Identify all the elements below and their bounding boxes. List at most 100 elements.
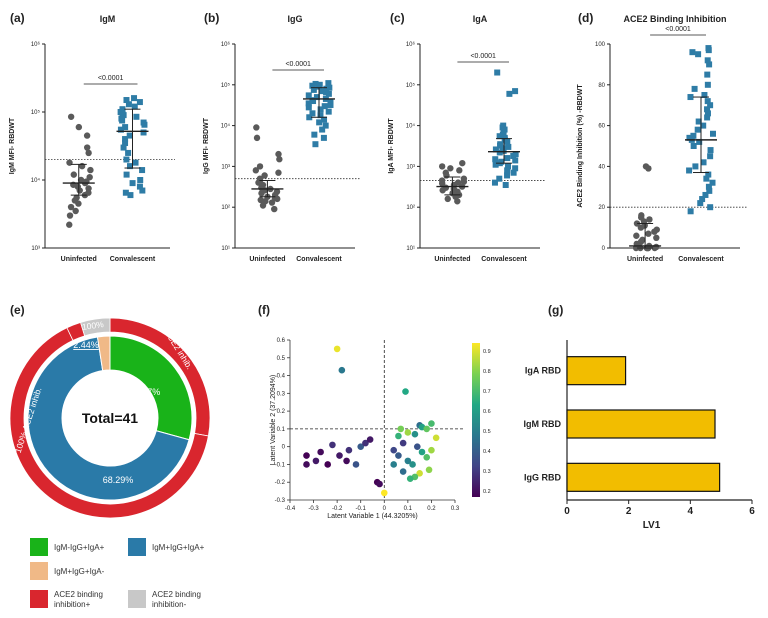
chart-title: IgM [100,14,116,24]
data-point [504,138,511,145]
data-point [700,122,707,129]
scatter-point [312,457,320,465]
scatter-point [399,468,407,475]
slice-label: 2.44% [73,340,99,350]
outer-label: 100% [81,319,104,332]
data-point [646,216,653,223]
data-point [637,224,645,231]
x-tick-label: Convalescent [678,256,724,263]
data-point [454,198,461,205]
data-point [323,85,330,92]
y-tick-label: 60 [598,124,605,130]
scatter-point [399,439,407,447]
data-point [692,163,699,170]
scatter-point [428,420,435,427]
data-point [697,200,704,207]
legend-label: inhibition- [152,600,187,609]
y-tick-label: 10⁴ [31,177,41,184]
x-tick-label: Uninfected [434,256,470,263]
y-tick-label: 0.5 [277,356,286,362]
data-point [127,192,134,199]
data-point [122,124,129,131]
data-point [318,88,325,95]
data-point [459,159,466,167]
data-point [706,61,713,68]
inner-slice-iga-neg [96,335,111,372]
scatter-point [409,461,416,468]
scatter-point [362,439,369,447]
data-point [75,200,82,207]
scatter-point [397,425,405,433]
legend-label: ACE2 binding [152,590,201,599]
y-axis-label: ACE2 Binding Inhibition (%) -RBDWT [577,84,584,208]
data-point [505,163,512,170]
data-point [707,204,714,211]
y-axis-label: IgM MFI- RBDWT [9,117,16,174]
scatter-point [411,430,419,438]
data-point [70,171,77,178]
data-point [136,183,143,190]
data-point [694,126,701,133]
data-point [438,180,446,187]
x-tick-label: 6 [749,506,755,517]
data-point [119,117,126,124]
bar [566,462,721,492]
scatter-point [333,345,341,353]
data-point [491,179,498,186]
scatter-point [303,461,310,468]
data-point [704,98,711,105]
chart-title: IgG [288,14,303,24]
y-tick-label: 10³ [406,164,415,170]
data-point [506,90,513,97]
scatter-point [343,457,350,465]
significance-label: <0.0001 [98,75,124,82]
scatter-point [345,446,353,454]
category-label: IgM RBD [524,419,562,429]
colorbar-tick-label: 0.2 [483,489,491,495]
colorbar-tick-label: 0.4 [483,449,491,455]
data-point [322,122,329,129]
data-point [703,175,710,182]
x-tick-label: Convalescent [481,256,527,263]
data-point [701,92,708,98]
x-tick-label: -0.1 [356,506,367,512]
data-point [274,195,281,203]
data-point [512,165,519,172]
y-tick-label: 10¹ [221,246,230,252]
data-point [321,116,328,123]
panel-label-c: (c) [390,11,405,25]
y-tick-label: 10⁵ [221,82,231,89]
data-point [76,187,83,194]
data-point [494,69,501,76]
data-point [709,130,716,137]
data-point [306,114,313,121]
y-tick-label: 0.6 [277,338,286,344]
y-tick-label: 10⁶ [221,41,231,48]
colorbar-tick-label: 0.7 [483,389,491,395]
panel-label-f: (f) [258,303,270,317]
data-point [312,80,319,87]
x-tick-label: Convalescent [296,256,342,263]
significance-label: <0.0001 [470,53,496,60]
x-tick-label: 0.1 [404,506,413,512]
colorbar-tick-label: 0.5 [483,429,491,435]
y-tick-label: 100 [595,42,606,48]
scatter-point [423,454,431,461]
data-point [700,159,707,166]
data-point [325,90,332,97]
scatter-point [303,452,310,459]
outer-slice-blue [9,327,209,519]
y-tick-label: -0.1 [275,462,286,468]
data-point [253,124,260,131]
data-point [120,112,127,119]
data-point [252,167,260,174]
data-point [276,156,283,163]
data-point [696,138,703,145]
data-point [320,134,327,141]
data-point [325,108,332,115]
y-tick-label: 10⁶ [406,41,416,48]
legend-label: ACE2 binding [54,590,103,599]
y-tick-label: 10⁴ [406,123,416,130]
bar [566,409,716,439]
x-tick-label: Uninfected [249,256,285,263]
